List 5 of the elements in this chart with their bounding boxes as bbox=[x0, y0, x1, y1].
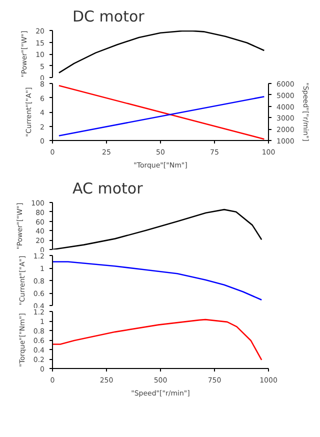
line-series bbox=[52, 318, 262, 361]
chart-title: AC motor bbox=[72, 180, 144, 198]
line-series bbox=[58, 30, 265, 74]
line-series bbox=[52, 261, 262, 301]
chart-title: DC motor bbox=[72, 8, 146, 26]
